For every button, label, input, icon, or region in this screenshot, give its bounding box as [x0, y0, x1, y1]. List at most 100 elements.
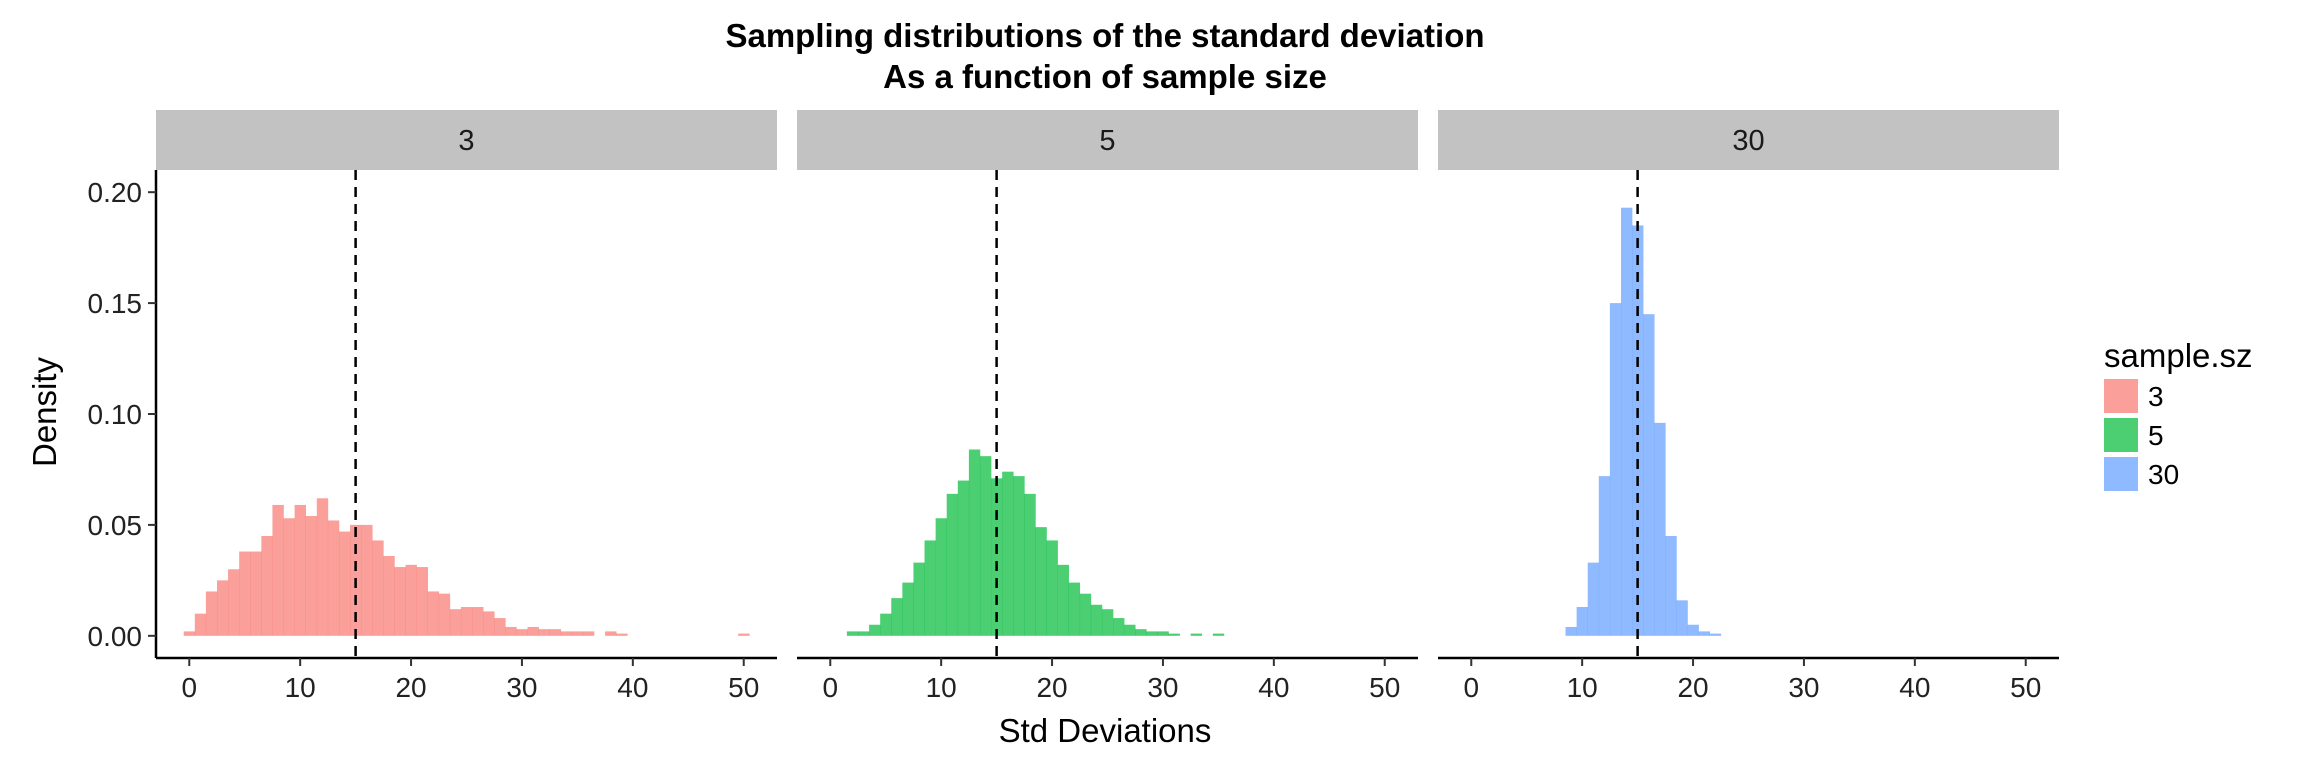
- histogram-bar: [1643, 314, 1655, 636]
- x-tick-label: 30: [506, 672, 537, 703]
- histogram-bar: [1124, 624, 1136, 636]
- histogram-bar: [957, 480, 970, 636]
- facet-panel-5: 50 10 20 30 40 50: [797, 110, 1418, 703]
- histogram-bar: [605, 631, 617, 636]
- histogram-bar: [316, 498, 329, 636]
- x-tick-label: 30: [1147, 672, 1178, 703]
- histogram-bar: [1620, 207, 1633, 636]
- histogram-bar: [405, 564, 417, 636]
- facet-strip-label: 3: [458, 125, 474, 157]
- legend: sample.sz 3 5 30: [2104, 337, 2253, 491]
- histogram-bar: [1609, 303, 1622, 636]
- histogram-bar: [327, 520, 340, 636]
- histogram-bar: [1665, 536, 1677, 636]
- histogram-bar: [946, 493, 959, 636]
- x-tick-label: 30: [1788, 672, 1819, 703]
- histogram-bar: [1079, 593, 1092, 636]
- histogram-bar: [1190, 633, 1203, 636]
- histogram-bar: [846, 631, 859, 636]
- histogram-bar: [538, 629, 550, 636]
- x-tick-label: 50: [1369, 672, 1400, 703]
- histogram-bar: [857, 631, 870, 636]
- histogram-bar: [1598, 476, 1611, 636]
- histogram-bar: [216, 580, 229, 636]
- histogram-bar: [1709, 633, 1722, 636]
- histogram-bar: [438, 593, 451, 636]
- histogram-bar: [1157, 631, 1169, 636]
- x-tick-label: 40: [1899, 672, 1930, 703]
- histogram-bar: [183, 631, 196, 636]
- y-tick-label: 0.20: [88, 177, 143, 208]
- histogram-bar: [616, 633, 628, 636]
- histogram-bar: [1168, 633, 1180, 636]
- x-tick-label: 20: [1677, 672, 1708, 703]
- histogram-bar: [460, 606, 473, 636]
- facet-strip: [1438, 110, 2059, 170]
- histogram-bar: [1135, 629, 1147, 636]
- histogram-bar: [505, 626, 517, 636]
- histogram-bar: [913, 562, 925, 636]
- x-tick-label: 40: [617, 672, 648, 703]
- histogram-bar: [935, 518, 948, 636]
- x-tick-label: 20: [1036, 672, 1067, 703]
- x-axis-title: Std Deviations: [999, 712, 1212, 749]
- histogram-bar: [1565, 626, 1577, 636]
- x-tick-label: 20: [395, 672, 426, 703]
- histogram-bar: [449, 609, 462, 636]
- histogram-bar: [394, 567, 406, 636]
- histogram-bar: [383, 555, 395, 636]
- histogram-bar: [338, 531, 351, 636]
- histogram-bar: [1090, 604, 1103, 636]
- y-axis-title: Density: [26, 356, 63, 467]
- histogram-bar: [305, 516, 318, 636]
- histogram-bar: [582, 631, 595, 636]
- histogram-bar: [1013, 476, 1025, 636]
- histogram-bar: [494, 618, 506, 636]
- histogram-bar: [416, 567, 428, 636]
- histogram-bar: [272, 504, 284, 636]
- histogram-bar: [891, 598, 903, 636]
- legend-label-5: 5: [2148, 420, 2164, 451]
- histogram-bar: [1046, 540, 1058, 636]
- histogram-bar: [228, 569, 240, 636]
- histogram-bar: [738, 633, 750, 636]
- histogram-bar: [250, 551, 262, 636]
- histogram-bar: [1212, 633, 1225, 636]
- histogram-bar: [1057, 564, 1069, 636]
- x-tick-label: 10: [285, 672, 316, 703]
- legend-key-5: [2104, 418, 2138, 452]
- histogram-bar: [991, 478, 1003, 636]
- histogram-bar: [483, 611, 495, 636]
- histogram-bar: [924, 540, 936, 636]
- legend-label-3: 3: [2148, 381, 2164, 412]
- x-tick-label: 50: [728, 672, 759, 703]
- facet-panel-30: 30 0 10 20 30 40 50: [1438, 110, 2059, 703]
- y-tick-label: 0.00: [88, 621, 143, 652]
- histogram-bar: [294, 504, 307, 636]
- histogram-bar: [1687, 624, 1699, 636]
- histogram-bar: [1035, 527, 1047, 636]
- histogram-bar: [527, 626, 539, 636]
- histogram-bar: [1654, 422, 1666, 636]
- histogram-bar: [1676, 600, 1688, 636]
- facet-strip: [797, 110, 1418, 170]
- histogram-bar: [194, 613, 207, 636]
- x-tick-label: 10: [1567, 672, 1598, 703]
- legend-key-30: [2104, 457, 2138, 491]
- histogram-bar: [1576, 606, 1589, 636]
- histogram-bar: [205, 591, 218, 636]
- histogram-bar: [361, 524, 373, 636]
- x-tick-label: 0: [1463, 672, 1479, 703]
- histogram-bar: [516, 629, 528, 636]
- histogram-bar: [571, 631, 584, 636]
- histogram-bar: [1101, 609, 1114, 636]
- legend-title: sample.sz: [2104, 337, 2253, 374]
- histogram-bar: [372, 540, 384, 636]
- histogram-bar: [549, 629, 562, 636]
- histogram-bar: [283, 518, 295, 636]
- histogram-bar: [427, 591, 440, 636]
- x-tick-label: 0: [822, 672, 838, 703]
- histogram-bar: [979, 456, 992, 636]
- chart-subtitle: As a function of sample size: [883, 58, 1327, 95]
